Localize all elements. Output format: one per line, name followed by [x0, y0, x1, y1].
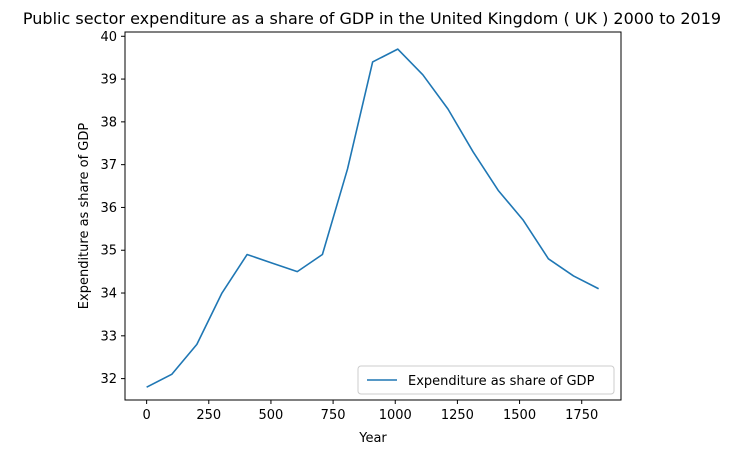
x-tick-label: 0: [142, 408, 150, 423]
y-tick-label: 40: [100, 30, 117, 45]
chart-title: Public sector expenditure as a share of …: [23, 9, 721, 28]
y-tick-label: 38: [100, 115, 117, 130]
series-layer: [146, 48, 599, 388]
x-tick-label: 500: [259, 408, 284, 423]
plot-frame: [124, 31, 622, 401]
y-tick-label: 34: [100, 287, 117, 302]
y-axis: 32 33 34 35 36 37 38 39 40: [100, 30, 125, 387]
y-tick-label: 33: [100, 329, 117, 344]
x-tick-label: 250: [196, 408, 221, 423]
legend: Expenditure as share of GDP: [357, 365, 615, 395]
x-axis: 0 250 500 750 1000 1250 1500 1750: [142, 400, 598, 423]
y-axis-label: Expenditure as share of GDP: [77, 123, 92, 310]
y-tick-label: 39: [100, 73, 117, 88]
series-line-0: [146, 48, 599, 388]
x-tick-label: 750: [321, 408, 346, 423]
y-tick-label: 36: [100, 201, 117, 216]
legend-box: [357, 365, 615, 395]
x-axis-label: Year: [358, 431, 387, 446]
x-tick-label: 1250: [441, 408, 474, 423]
x-tick-label: 1750: [565, 408, 598, 423]
y-tick-label: 37: [100, 158, 117, 173]
x-tick-label: 1500: [503, 408, 536, 423]
y-tick-label: 35: [100, 244, 117, 259]
legend-entry-label: Expenditure as share of GDP: [408, 374, 595, 389]
y-tick-label: 32: [100, 372, 117, 387]
x-tick-label: 1000: [379, 408, 412, 423]
